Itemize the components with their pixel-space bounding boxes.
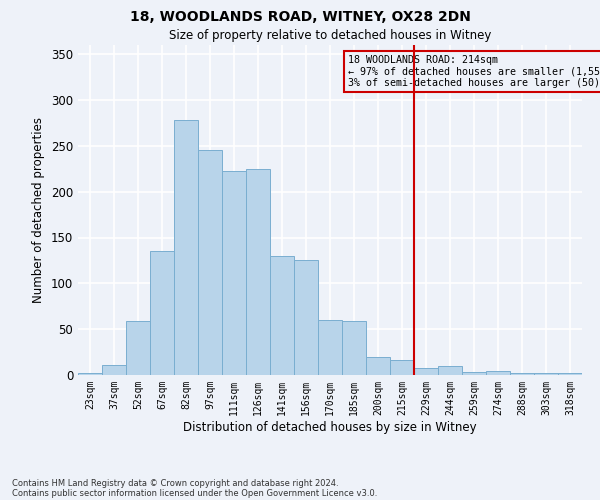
Bar <box>318 320 342 375</box>
Bar <box>78 373 102 375</box>
Bar <box>222 172 246 375</box>
Bar <box>102 365 126 375</box>
Bar <box>126 321 150 375</box>
Text: Contains public sector information licensed under the Open Government Licence v3: Contains public sector information licen… <box>12 488 377 498</box>
Bar <box>246 169 270 375</box>
Bar <box>150 251 174 375</box>
Bar <box>174 120 198 375</box>
Bar <box>534 373 558 375</box>
Bar <box>438 366 462 375</box>
Bar <box>342 321 366 375</box>
Text: Contains HM Land Registry data © Crown copyright and database right 2024.: Contains HM Land Registry data © Crown c… <box>12 478 338 488</box>
Title: Size of property relative to detached houses in Witney: Size of property relative to detached ho… <box>169 30 491 43</box>
Bar <box>390 360 414 375</box>
Bar <box>294 260 318 375</box>
Text: 18 WOODLANDS ROAD: 214sqm
← 97% of detached houses are smaller (1,550)
3% of sem: 18 WOODLANDS ROAD: 214sqm ← 97% of detac… <box>347 55 600 88</box>
Bar <box>198 150 222 375</box>
Bar <box>462 372 486 375</box>
Bar <box>558 373 582 375</box>
Bar <box>366 356 390 375</box>
X-axis label: Distribution of detached houses by size in Witney: Distribution of detached houses by size … <box>183 420 477 434</box>
Y-axis label: Number of detached properties: Number of detached properties <box>32 117 46 303</box>
Text: 18, WOODLANDS ROAD, WITNEY, OX28 2DN: 18, WOODLANDS ROAD, WITNEY, OX28 2DN <box>130 10 470 24</box>
Bar <box>510 373 534 375</box>
Bar <box>486 372 510 375</box>
Bar <box>270 256 294 375</box>
Bar <box>414 368 438 375</box>
